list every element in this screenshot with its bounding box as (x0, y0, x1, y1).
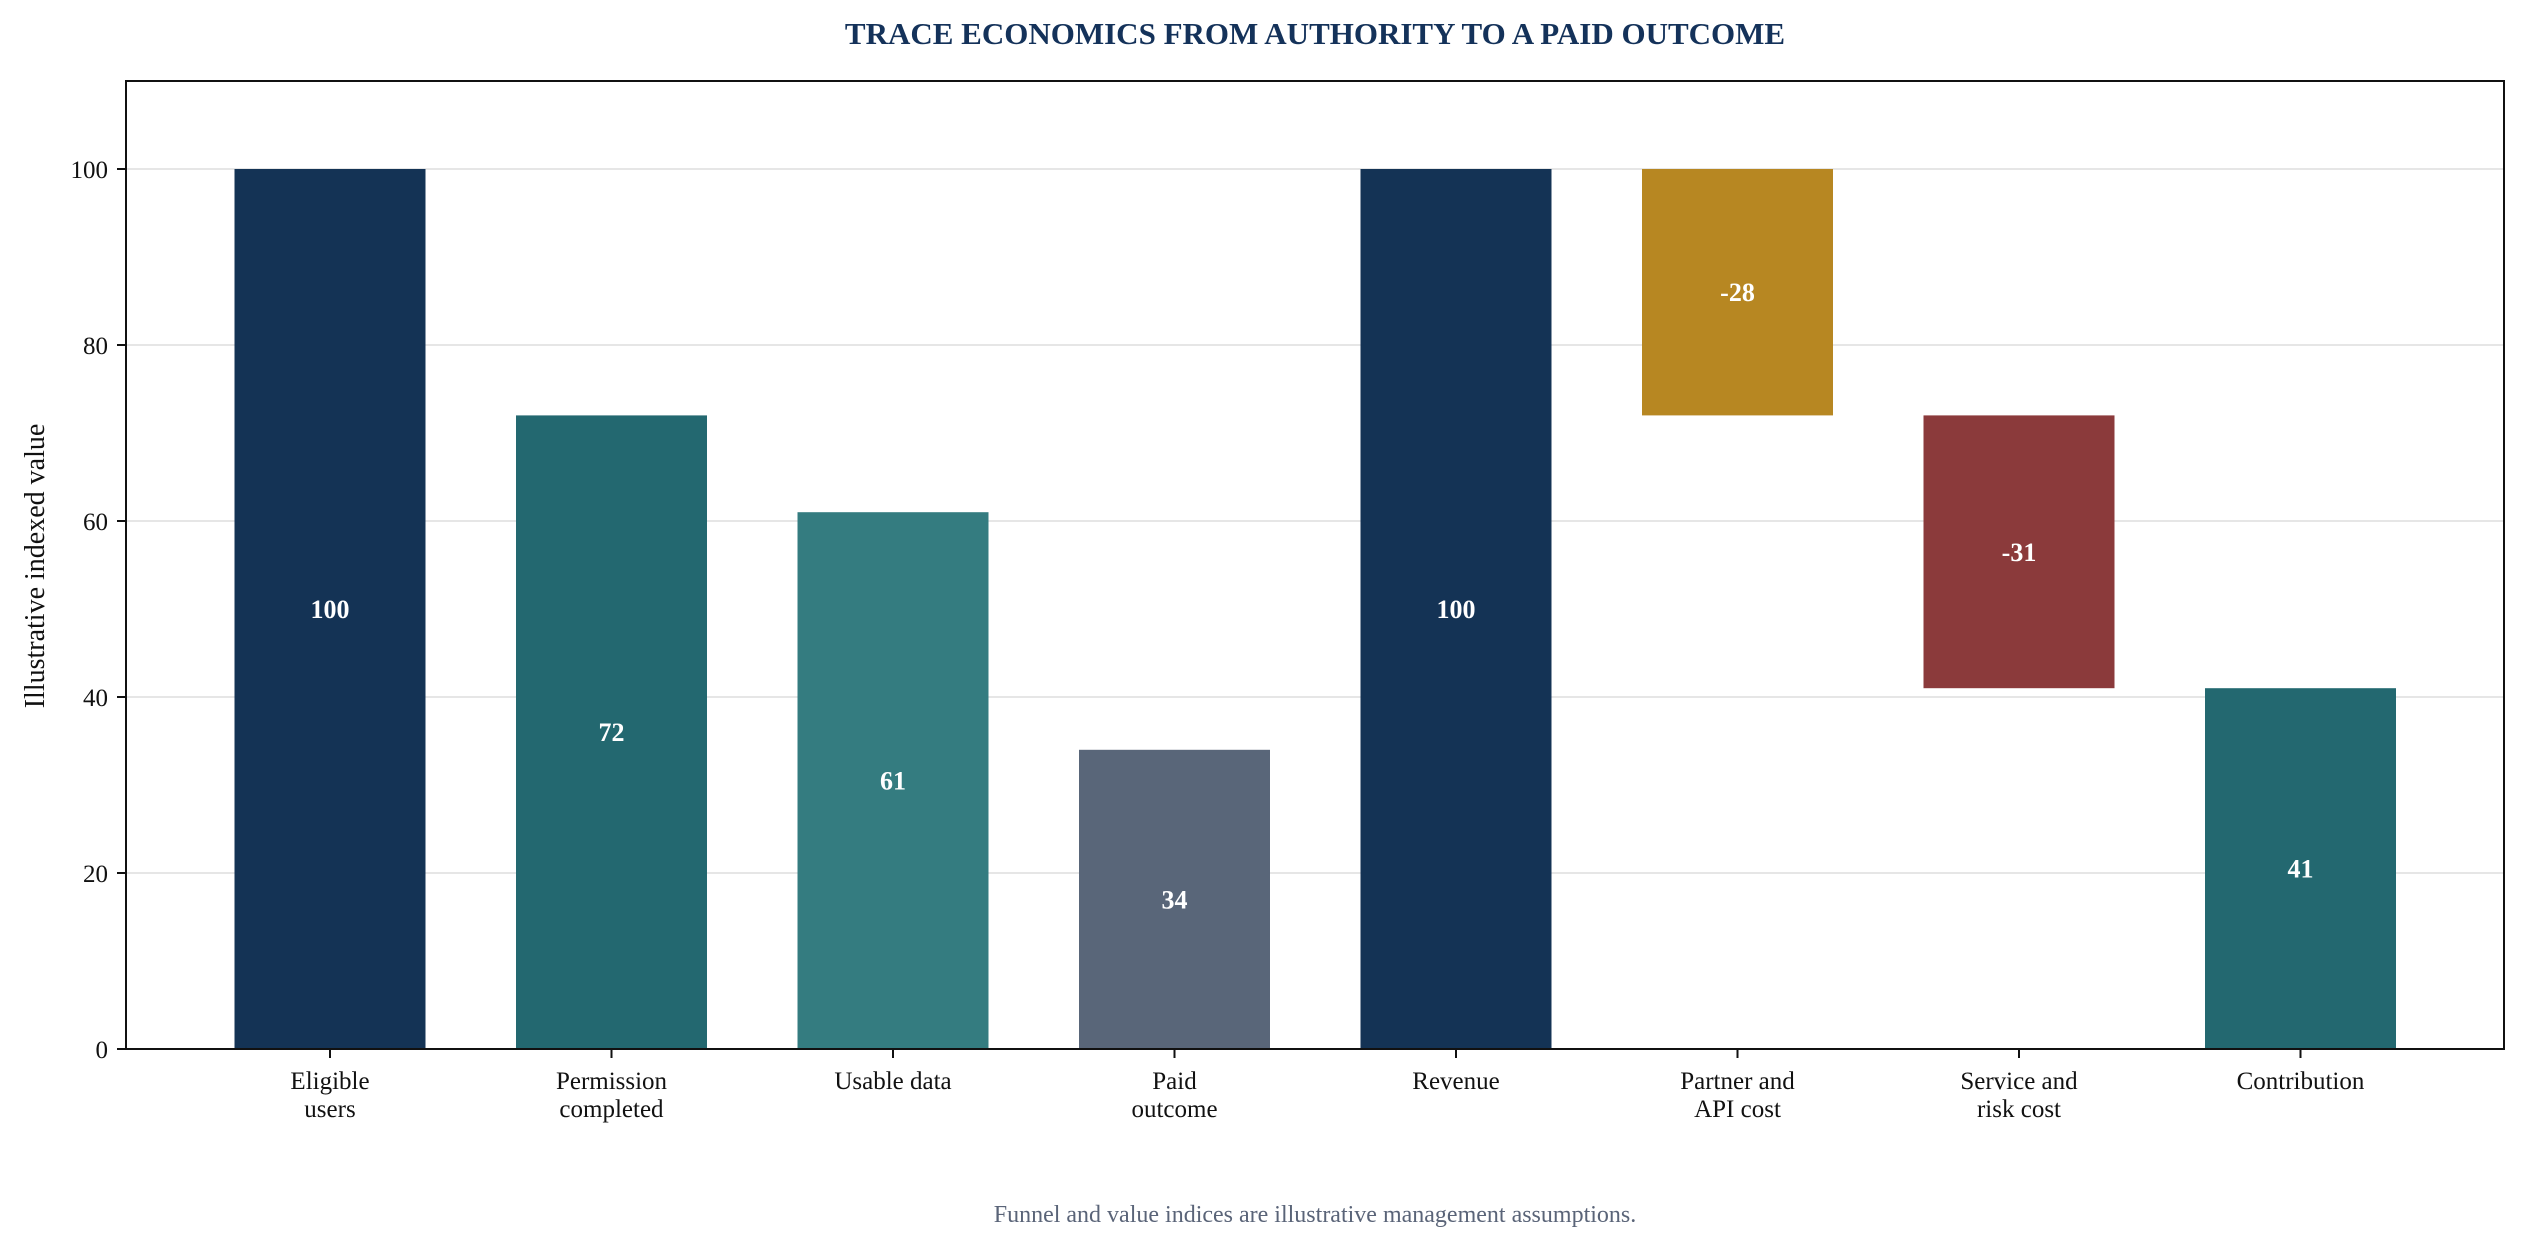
plot-frame (125, 80, 2505, 1050)
y-axis-label: Illustrative indexed value (20, 424, 51, 709)
bar-layer: 100 72 61 34 100 -28 -31 41 (234, 169, 2396, 1049)
chart-title: TRACE ECONOMICS FROM AUTHORITY TO A PAID… (845, 16, 1785, 51)
bar-7 (2205, 688, 2396, 1049)
bar-5 (1642, 169, 1833, 416)
y-tick-label-20: 20 (83, 861, 108, 888)
x-tick-label-0: Eligible users (290, 1068, 369, 1123)
bar-value-label-5: -28 (1720, 278, 1755, 307)
axis-layer: 0 20 40 60 80 100 Eligible users Permission compl… (71, 80, 2505, 1123)
bar-6 (1923, 415, 2115, 689)
bar-2 (797, 512, 989, 1049)
y-tick-label-60: 60 (83, 509, 108, 536)
footnote: Funnel and value indices are illustrativ… (994, 1202, 1637, 1228)
x-tick-label-2: Usable data (834, 1068, 951, 1095)
bar-value-label-3: 34 (1162, 885, 1188, 914)
bar-value-label-1: 72 (599, 718, 625, 747)
y-tick-label-40: 40 (83, 685, 108, 712)
y-tick-label-80: 80 (83, 333, 108, 360)
bar-0 (234, 169, 426, 1049)
x-tick-label-5: Partner and API cost (1680, 1068, 1795, 1123)
bar-value-label-2: 61 (880, 767, 906, 796)
y-tick-label-100: 100 (71, 157, 109, 184)
x-tick-label-3: Paid outcome (1131, 1068, 1217, 1123)
y-tick-label-0: 0 (96, 1037, 109, 1064)
x-tick-label-1: Permission completed (556, 1068, 668, 1123)
x-tick-label-4: Revenue (1412, 1068, 1499, 1095)
x-tick-label-6: Service and risk cost (1960, 1068, 2078, 1123)
bar-1 (516, 415, 707, 1049)
bar-value-label-7: 41 (2288, 855, 2314, 884)
bar-value-label-6: -31 (2002, 538, 2037, 567)
bar-value-label-0: 100 (311, 595, 350, 624)
x-tick-label-7: Contribution (2237, 1068, 2365, 1095)
bar-4 (1360, 169, 1552, 1049)
bar-3 (1079, 749, 1270, 1049)
grid-layer (126, 168, 2504, 874)
bar-value-label-4: 100 (1437, 595, 1476, 624)
